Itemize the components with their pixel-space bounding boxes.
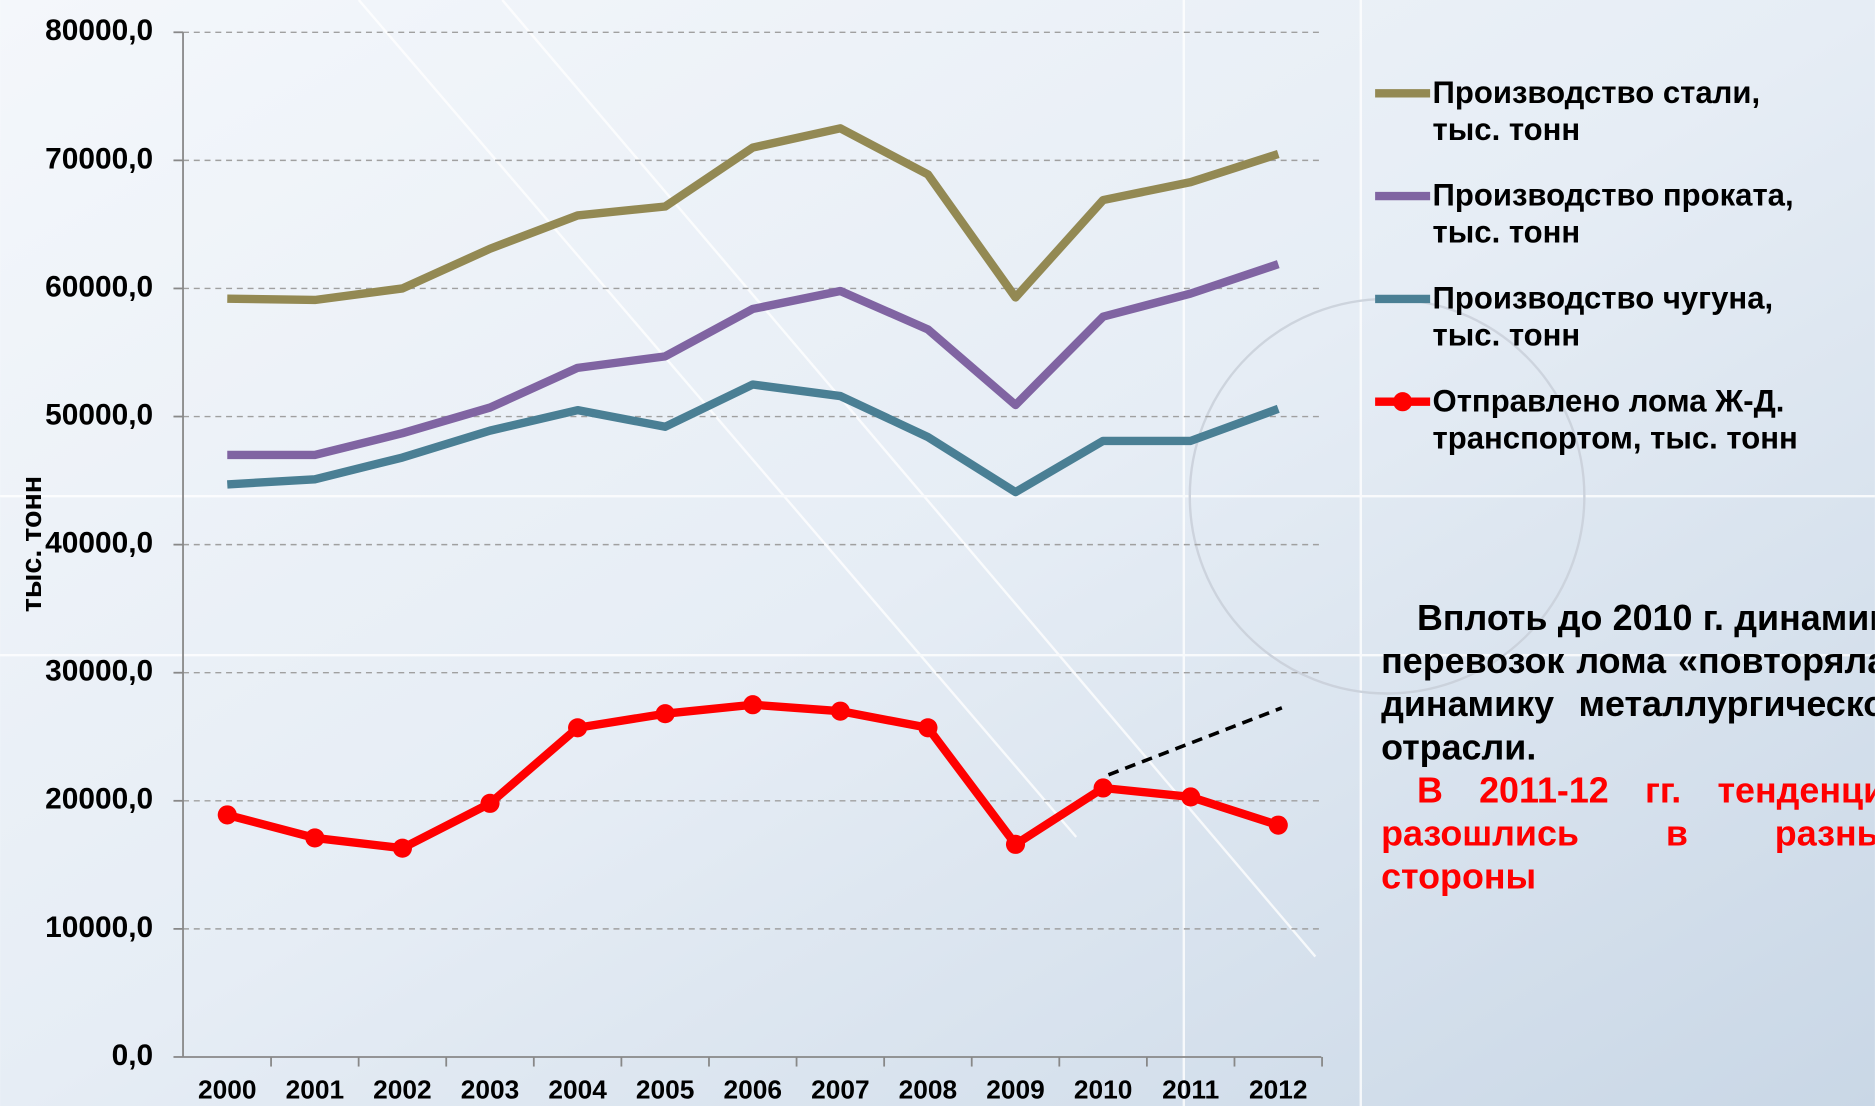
legend-label: Производство стали, тыс. тонн [1433,74,1816,148]
notes: Вплоть до 2010 г. динамика перевозок лом… [1381,598,1875,1005]
data-point [918,718,937,737]
y-tick-label: 70000,0 [45,142,153,175]
x-tick-label: 2002 [373,1075,432,1105]
note-text: Вплоть до 2010 г. динамика перевозок лом… [1381,598,1875,770]
data-point [393,839,412,858]
x-tick-label: 2003 [461,1075,520,1105]
data-point [656,704,675,723]
page: {"chart_data":{"type":"line", "y_label":… [0,0,1875,1106]
legend-entry: Отправлено лома Ж-Д. транспортом, тыс. т… [1433,383,1875,467]
y-tick-label: 30000,0 [45,655,153,688]
x-tick-label: 2007 [811,1075,870,1105]
y-tick-label: 0,0 [112,1039,154,1072]
y-axis-label: тыс. тонн [16,476,48,612]
x-tick-label: 2009 [986,1075,1045,1105]
legend-entry: Производство чугуна, тыс. тонн [1433,280,1875,364]
y-tick-label: 20000,0 [45,783,153,816]
legend-entry: Производство стали, тыс. тонн [1433,74,1875,158]
data-point [568,718,587,737]
x-tick-label: 2011 [1162,1075,1219,1105]
data-point [1006,835,1025,854]
x-tick-label: 2006 [724,1075,783,1105]
y-tick-label: 10000,0 [45,911,153,944]
legend-marker [1393,392,1412,411]
x-tick-label: 2008 [899,1075,958,1105]
x-tick-label: 2010 [1074,1075,1133,1105]
note-text: В 2011-12 гг. тенденции разошлись в разн… [1381,770,1875,899]
x-tick-label: 2001 [286,1075,345,1105]
x-tick-label: 2012 [1249,1075,1308,1105]
data-point [831,702,850,721]
legend-label: Производство проката, тыс. тонн [1433,177,1816,251]
data-point [480,794,499,813]
y-tick-label: 50000,0 [45,398,153,431]
data-point [1094,778,1113,797]
legend-label: Производство чугуна, тыс. тонн [1433,280,1816,354]
legend-label: Отправлено лома Ж-Д. транспортом, тыс. т… [1433,383,1816,457]
data-point [305,828,324,847]
y-tick-label: 40000,0 [45,527,153,560]
x-tick-label: 2004 [548,1075,607,1105]
x-tick-label: 2005 [636,1075,695,1105]
y-tick-label: 80000,0 [45,14,153,47]
data-point [218,805,237,824]
data-point [1269,816,1288,835]
data-point [743,695,762,714]
data-point [1181,787,1200,806]
x-tick-label: 2000 [198,1075,257,1105]
chart: тыс. тонн Вплоть до 2010 г. динамика пер… [0,0,1875,1106]
y-tick-label: 60000,0 [45,270,153,303]
legend-entry: Производство проката, тыс. тонн [1433,177,1875,261]
